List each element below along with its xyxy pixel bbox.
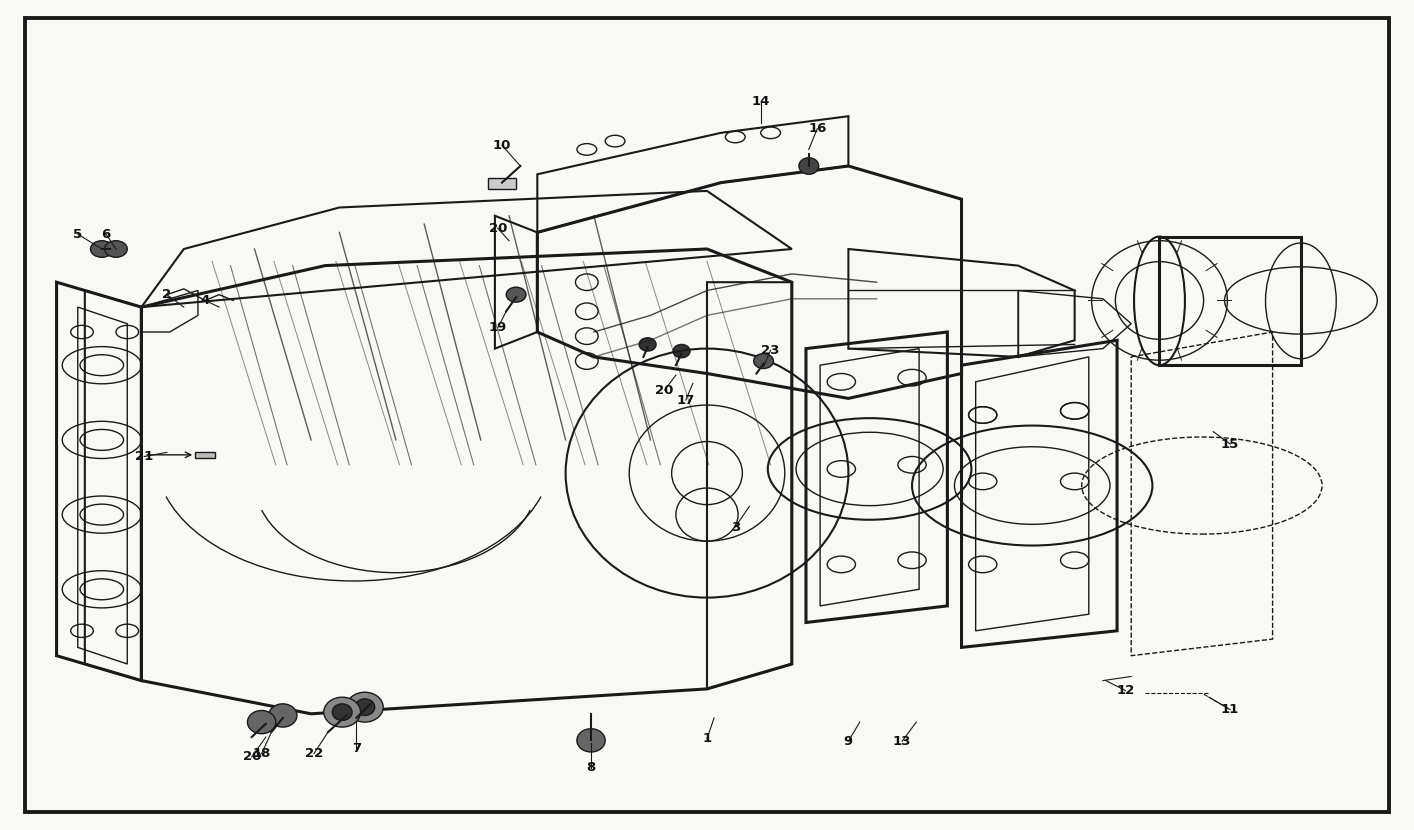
Text: 8: 8 bbox=[587, 761, 595, 774]
Text: 2: 2 bbox=[163, 288, 171, 301]
Text: 18: 18 bbox=[253, 747, 270, 760]
Ellipse shape bbox=[269, 704, 297, 727]
Ellipse shape bbox=[506, 287, 526, 302]
Ellipse shape bbox=[754, 354, 773, 369]
Text: 9: 9 bbox=[844, 735, 853, 748]
Text: 5: 5 bbox=[74, 227, 82, 241]
Ellipse shape bbox=[673, 344, 690, 358]
Text: 20: 20 bbox=[656, 383, 673, 397]
Ellipse shape bbox=[799, 158, 819, 174]
Ellipse shape bbox=[332, 704, 352, 720]
Text: 1: 1 bbox=[703, 732, 711, 745]
Text: 20: 20 bbox=[489, 222, 506, 235]
Ellipse shape bbox=[346, 692, 383, 722]
Ellipse shape bbox=[105, 241, 127, 257]
Ellipse shape bbox=[90, 241, 113, 257]
Polygon shape bbox=[488, 178, 516, 189]
Ellipse shape bbox=[355, 699, 375, 715]
Text: 16: 16 bbox=[809, 122, 826, 135]
Text: 23: 23 bbox=[762, 344, 779, 357]
Text: 21: 21 bbox=[136, 450, 153, 463]
Polygon shape bbox=[195, 452, 215, 458]
Text: 13: 13 bbox=[894, 735, 911, 748]
Text: 10: 10 bbox=[493, 139, 510, 152]
Text: 17: 17 bbox=[677, 393, 694, 407]
Text: 15: 15 bbox=[1222, 437, 1239, 451]
Text: 19: 19 bbox=[489, 321, 506, 334]
Ellipse shape bbox=[639, 338, 656, 351]
Ellipse shape bbox=[247, 710, 276, 734]
Ellipse shape bbox=[324, 697, 361, 727]
Text: 3: 3 bbox=[731, 520, 740, 534]
Text: 7: 7 bbox=[352, 742, 361, 755]
Text: 20: 20 bbox=[243, 750, 260, 764]
Text: 11: 11 bbox=[1222, 703, 1239, 716]
Ellipse shape bbox=[577, 729, 605, 752]
Text: 14: 14 bbox=[752, 95, 769, 108]
Text: 4: 4 bbox=[201, 294, 209, 307]
Text: 22: 22 bbox=[305, 747, 322, 760]
Text: 6: 6 bbox=[102, 227, 110, 241]
Text: 12: 12 bbox=[1117, 684, 1134, 697]
